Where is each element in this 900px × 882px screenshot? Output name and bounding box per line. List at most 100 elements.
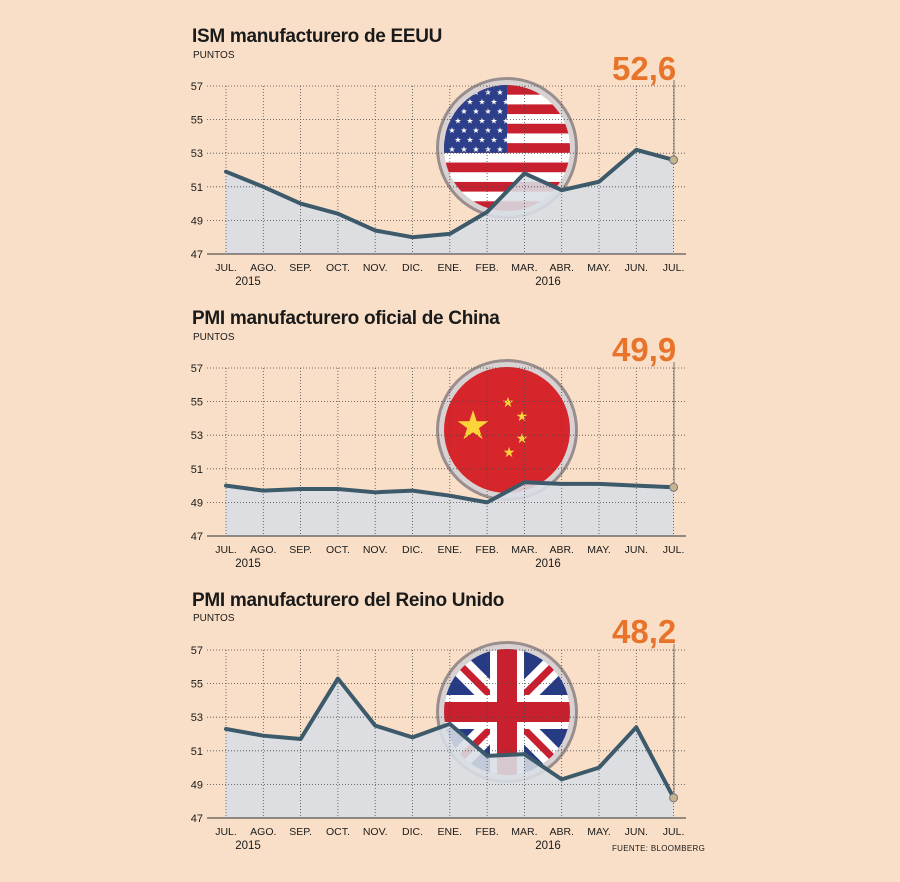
svg-text:★: ★ <box>472 107 479 116</box>
svg-text:★: ★ <box>502 136 509 145</box>
chart-1: ★★★★★★★★★★★★★★★★★★★★★★★★★★★★★★★★★★★57555… <box>191 77 686 288</box>
x-tick-label: JUN. <box>625 262 648 274</box>
y-tick-label: 49 <box>191 779 203 791</box>
y-tick-label: 47 <box>191 531 203 543</box>
x-tick-label: AGO. <box>250 262 276 274</box>
svg-text:★: ★ <box>484 88 491 97</box>
svg-text:★: ★ <box>448 145 455 154</box>
svg-text:★: ★ <box>466 98 473 107</box>
y-tick-label: 55 <box>191 679 203 691</box>
svg-text:★: ★ <box>466 117 473 126</box>
series-line <box>224 480 676 505</box>
y-tick-label: 47 <box>191 813 203 825</box>
svg-text:★: ★ <box>460 107 467 116</box>
year-label-2015: 2015 <box>235 840 261 852</box>
svg-text:★: ★ <box>455 403 491 449</box>
x-tick-label: OCT. <box>326 262 350 274</box>
svg-text:★: ★ <box>454 136 461 145</box>
svg-text:★: ★ <box>516 431 529 447</box>
x-tick-label: DIC. <box>402 826 423 838</box>
year-label-2016: 2016 <box>535 840 561 852</box>
x-tick-label: NOV. <box>363 262 388 274</box>
y-tick-label: 57 <box>191 81 203 93</box>
last-point <box>669 793 679 803</box>
x-tick-label: MAR. <box>511 544 537 556</box>
x-tick-label: JUL. <box>663 262 685 274</box>
svg-text:★: ★ <box>484 107 491 116</box>
y-tick-label: 51 <box>191 182 203 194</box>
series-line <box>224 147 676 240</box>
svg-text:★: ★ <box>503 445 516 461</box>
x-tick-label: SEP. <box>289 262 312 274</box>
x-tick-label: SEP. <box>289 826 312 838</box>
svg-text:★: ★ <box>478 136 485 145</box>
x-tick-label: AGO. <box>250 826 276 838</box>
svg-text:★: ★ <box>490 136 497 145</box>
last-point <box>669 155 679 165</box>
x-tick-label: JUL. <box>663 544 685 556</box>
x-tick-label: ABR. <box>549 544 574 556</box>
x-tick-label: OCT. <box>326 826 350 838</box>
svg-text:★: ★ <box>484 126 491 135</box>
svg-text:★: ★ <box>496 145 503 154</box>
x-tick-label: NOV. <box>363 826 388 838</box>
y-tick-label: 53 <box>191 430 203 442</box>
x-tick-label: MAR. <box>511 826 537 838</box>
x-tick-label: JUL. <box>215 826 237 838</box>
svg-text:★: ★ <box>484 145 491 154</box>
svg-text:★: ★ <box>478 117 485 126</box>
x-tick-label: MAY. <box>587 262 611 274</box>
x-tick-label: JUN. <box>625 826 648 838</box>
x-tick-label: ENE. <box>438 262 463 274</box>
svg-text:★: ★ <box>472 145 479 154</box>
year-label-2015: 2015 <box>235 276 261 288</box>
x-tick-label: JUL. <box>215 262 237 274</box>
x-tick-label: ENE. <box>438 826 463 838</box>
y-tick-label: 49 <box>191 215 203 227</box>
svg-text:★: ★ <box>496 88 503 97</box>
y-tick-label: 53 <box>191 712 203 724</box>
chart-2-title: PMI manufacturero oficial de China <box>192 308 500 329</box>
svg-text:★: ★ <box>490 98 497 107</box>
chart-3: 57 55 53 51 49 47 JUL. AGO. SEP. OCT. NOV. DIC. ENE.… <box>191 641 686 852</box>
x-tick-label: JUN. <box>625 544 648 556</box>
year-label-2016: 2016 <box>535 276 561 288</box>
svg-text:★: ★ <box>466 136 473 145</box>
x-tick-label: DIC. <box>402 544 423 556</box>
y-tick-label: 53 <box>191 148 203 160</box>
series-line <box>224 676 676 800</box>
svg-text:★: ★ <box>490 117 497 126</box>
x-tick-label: OCT. <box>326 544 350 556</box>
svg-text:★: ★ <box>460 126 467 135</box>
china-flag-icon: ★★★★★ <box>444 367 570 493</box>
svg-text:★: ★ <box>516 409 529 425</box>
chart-2-last-value: 49,9 <box>612 331 677 368</box>
chart-3-title: PMI manufacturero del Reino Unido <box>192 590 505 611</box>
chart-2-subtitle: PUNTOS <box>193 332 235 343</box>
chart-3-last-value: 48,2 <box>612 613 677 650</box>
svg-text:★: ★ <box>502 98 509 107</box>
y-tick-label: 55 <box>191 115 203 127</box>
x-tick-label: SEP. <box>289 544 312 556</box>
svg-text:★: ★ <box>496 126 503 135</box>
year-label-2015: 2015 <box>235 558 261 570</box>
x-tick-label: MAR. <box>511 262 537 274</box>
y-tick-label: 55 <box>191 397 203 409</box>
svg-text:★: ★ <box>502 117 509 126</box>
x-tick-label: JUL. <box>215 544 237 556</box>
y-tick-label: 47 <box>191 249 203 261</box>
x-tick-label: FEB. <box>475 262 498 274</box>
x-tick-label: NOV. <box>363 544 388 556</box>
x-tick-label: AGO. <box>250 544 276 556</box>
svg-text:★: ★ <box>472 126 479 135</box>
chart-1-subtitle: PUNTOS <box>193 50 235 61</box>
x-tick-label: FEB. <box>475 826 498 838</box>
y-tick-label: 57 <box>191 645 203 657</box>
x-tick-label: ENE. <box>438 544 463 556</box>
x-tick-label: MAY. <box>587 544 611 556</box>
x-tick-label: FEB. <box>475 544 498 556</box>
x-tick-label: JUL. <box>663 826 685 838</box>
y-tick-label: 51 <box>191 464 203 476</box>
